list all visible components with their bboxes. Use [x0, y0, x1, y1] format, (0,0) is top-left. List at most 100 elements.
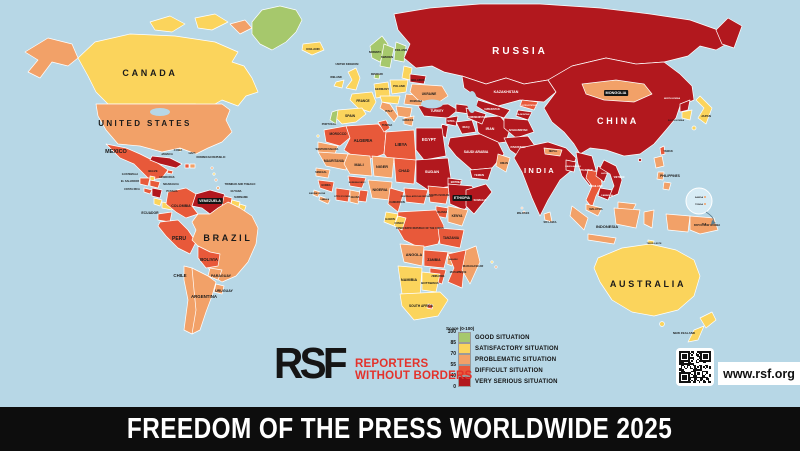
legend-label: GOOD SITUATION: [475, 334, 530, 341]
country-costa-rica: [153, 197, 163, 207]
country-chad: [393, 157, 417, 185]
legend-swatch-satisfactory: [458, 343, 471, 354]
country-philippines-2: [656, 171, 665, 181]
legend-tick: 55: [450, 362, 456, 368]
country-tasmania: [659, 321, 665, 327]
country-ecuador: [157, 211, 173, 223]
country-bangladesh: [565, 159, 577, 173]
country-paraguay: [207, 267, 223, 281]
country-tanzania: [437, 227, 465, 249]
country-russia-kamchatka: [715, 17, 743, 49]
label-box: [452, 195, 473, 201]
country-mozambique: [447, 249, 467, 289]
rsf-logo-line1: REPORTERS: [355, 358, 429, 370]
country-peru: [157, 219, 197, 255]
country-portugal: [329, 109, 339, 125]
country-dr-congo: [395, 209, 445, 249]
legend: Score (0-100) 100 85 70 55 40 0 GOOD SITUATIO…: [444, 326, 558, 390]
country-finland: [393, 41, 407, 63]
country-arctic-island-1: [149, 15, 186, 33]
country-indonesia-papua: [665, 213, 691, 233]
country-indonesia-sulawesi: [643, 209, 655, 229]
country-jamaica: [166, 169, 174, 175]
legend-scale-title: Score (0-100): [446, 326, 475, 331]
rsf-logo: RSF REPORTERS WITHOUT BORDERS: [271, 342, 472, 386]
legend-tick: 70: [450, 351, 456, 357]
country-haiti: [184, 163, 190, 169]
country-belarus: [409, 73, 427, 85]
country-somalia: [465, 183, 493, 215]
country-el-salvador: [143, 187, 153, 195]
country-sweden: [379, 43, 395, 69]
country-niger: [371, 155, 395, 179]
country-indonesia-sumatra: [569, 205, 589, 231]
label-box: [197, 198, 223, 204]
country-arctic-island-2: [194, 13, 229, 31]
country-guinea: [317, 179, 335, 193]
country-central-europe: [379, 95, 401, 105]
country-greenland: [251, 5, 303, 51]
legend-swatch-very_serious: [458, 376, 471, 387]
country-south-korea: [681, 109, 693, 121]
world-map-area: CANADA UNITED STATES MEXICO CUBA HAITI DOMINI…: [0, 0, 800, 407]
legend-tick: 85: [450, 340, 456, 346]
legend-row: DIFFICULT SITUATION: [458, 365, 558, 376]
country-poland: [389, 79, 409, 95]
country-congo: [393, 215, 407, 231]
country-syria: [445, 115, 459, 127]
country-kenya: [447, 205, 469, 227]
legend-swatch-good: [458, 332, 471, 343]
country-afghanistan: [503, 117, 535, 139]
rsf-logo-text: REPORTERS WITHOUT BORDERS: [355, 358, 472, 382]
country-indonesia-java: [587, 233, 617, 245]
country-uruguay: [213, 283, 225, 295]
country-iceland: [301, 41, 325, 56]
qr-tile: [676, 348, 714, 386]
country-malaysia: [585, 203, 603, 217]
country-oman: [495, 153, 511, 173]
website-url: www.rsf.org: [723, 366, 795, 381]
country-balkans: [395, 105, 413, 119]
country-south-africa: [399, 291, 449, 321]
country-australia: [593, 243, 701, 317]
country-taiwan: [659, 145, 666, 156]
indian-ocean-islands: [316, 134, 526, 269]
rsf-logo-line2: WITHOUT BORDERS: [355, 370, 473, 382]
legend-row: VERY SERIOUS SITUATION: [458, 376, 558, 387]
legend-tick: 100: [447, 329, 456, 335]
country-central-african-republic: [403, 187, 429, 205]
country-ghana: [349, 189, 361, 205]
country-italy: [379, 101, 399, 123]
country-mauritania: [317, 151, 349, 171]
tonga-dot: [704, 203, 706, 205]
country-liberia: [318, 195, 331, 205]
legend-row: GOOD SITUATION: [458, 332, 558, 343]
country-indonesia-kalimantan: [613, 207, 641, 229]
country-cuba: [149, 155, 183, 169]
country-china: [543, 57, 695, 157]
country-new-zealand-south: [687, 325, 705, 343]
country-mali: [343, 153, 373, 177]
country-angola: [399, 243, 425, 267]
country-north-korea: [679, 99, 691, 113]
country-sierra-leone: [312, 189, 321, 198]
country-sri-lanka: [543, 211, 553, 223]
country-egypt: [415, 127, 447, 161]
legend-label: VERY SERIOUS SITUATION: [475, 378, 558, 385]
country-iraq: [455, 119, 477, 135]
country-united-kingdom: [345, 67, 361, 91]
country-guatemala: [139, 177, 151, 187]
country-senegal: [315, 167, 331, 179]
legend-rows: GOOD SITUATION SATISFACTORY SITUATION PROB…: [458, 332, 558, 387]
country-burkina-faso: [347, 175, 367, 189]
legend-row: SATISFACTORY SITUATION: [458, 343, 558, 354]
country-zambia: [423, 249, 449, 269]
country-dominican-republic: [189, 163, 196, 169]
country-nicaragua: [151, 187, 163, 199]
country-nigeria: [367, 179, 393, 201]
legend-label: PROBLEMATIC SITUATION: [475, 356, 557, 363]
title-bar: FREEDOM OF THE PRESS WORLDWIDE 2025: [0, 407, 800, 451]
country-denmark: [373, 73, 381, 80]
country-cambodia: [597, 187, 613, 201]
country-greece: [403, 115, 415, 127]
